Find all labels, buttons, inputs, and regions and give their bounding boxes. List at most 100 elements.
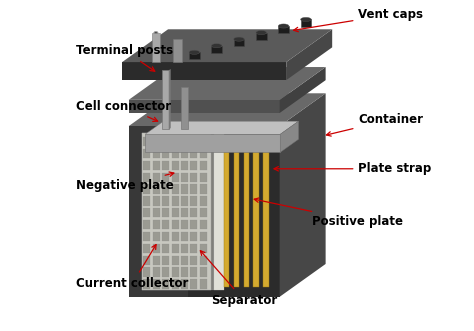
Polygon shape: [181, 87, 189, 129]
Bar: [191, 161, 197, 170]
Bar: [200, 161, 207, 170]
Bar: [162, 208, 169, 217]
Bar: [200, 172, 207, 182]
Bar: [172, 208, 179, 217]
Bar: [162, 184, 169, 194]
Text: Terminal posts: Terminal posts: [76, 44, 173, 71]
Bar: [153, 244, 160, 253]
Bar: [153, 137, 160, 146]
Bar: [162, 279, 169, 289]
Polygon shape: [162, 70, 169, 129]
Bar: [191, 184, 197, 194]
Bar: [153, 208, 160, 217]
Bar: [200, 267, 207, 277]
Bar: [153, 232, 160, 241]
Bar: [181, 161, 188, 170]
Bar: [144, 208, 150, 217]
Bar: [200, 149, 207, 158]
Bar: [181, 137, 188, 146]
Text: Positive plate: Positive plate: [254, 198, 403, 228]
Polygon shape: [145, 134, 280, 152]
Bar: [172, 184, 179, 194]
Polygon shape: [224, 136, 229, 287]
Bar: [162, 196, 169, 206]
Bar: [191, 220, 197, 229]
Bar: [200, 279, 207, 289]
Bar: [144, 137, 150, 146]
Bar: [153, 267, 160, 277]
Bar: [200, 220, 207, 229]
Bar: [172, 196, 179, 206]
Bar: [200, 196, 207, 206]
Bar: [153, 184, 160, 194]
Bar: [200, 256, 207, 265]
Bar: [200, 232, 207, 241]
Bar: [162, 172, 169, 182]
Bar: [181, 196, 188, 206]
Bar: [172, 149, 179, 158]
Bar: [191, 196, 197, 206]
Bar: [144, 196, 150, 206]
Bar: [191, 232, 197, 241]
Bar: [191, 208, 197, 217]
Bar: [144, 220, 150, 229]
Bar: [153, 172, 160, 182]
Bar: [172, 161, 179, 170]
Bar: [191, 256, 197, 265]
Bar: [144, 279, 150, 289]
Ellipse shape: [154, 31, 158, 34]
Bar: [181, 244, 188, 253]
Polygon shape: [142, 133, 211, 290]
Polygon shape: [128, 67, 326, 100]
Polygon shape: [263, 136, 268, 287]
Bar: [144, 244, 150, 253]
Bar: [172, 220, 179, 229]
Polygon shape: [256, 32, 266, 40]
Bar: [181, 267, 188, 277]
Bar: [172, 172, 179, 182]
Bar: [162, 149, 169, 158]
Polygon shape: [122, 29, 332, 62]
Polygon shape: [234, 39, 244, 46]
Polygon shape: [214, 133, 224, 290]
Bar: [172, 232, 179, 241]
Text: Cell connector: Cell connector: [76, 100, 171, 121]
Bar: [191, 149, 197, 158]
Polygon shape: [122, 62, 286, 80]
Bar: [153, 149, 160, 158]
Polygon shape: [286, 29, 332, 80]
Polygon shape: [244, 136, 249, 287]
Polygon shape: [280, 67, 326, 113]
Bar: [200, 244, 207, 253]
Ellipse shape: [278, 24, 289, 28]
Bar: [181, 184, 188, 194]
Bar: [191, 267, 197, 277]
Bar: [162, 267, 169, 277]
Polygon shape: [234, 136, 239, 287]
Polygon shape: [145, 121, 299, 134]
Bar: [200, 184, 207, 194]
Bar: [162, 220, 169, 229]
Polygon shape: [173, 39, 182, 62]
Bar: [172, 267, 179, 277]
Bar: [144, 172, 150, 182]
Bar: [181, 256, 188, 265]
Bar: [172, 256, 179, 265]
Bar: [181, 208, 188, 217]
Bar: [153, 196, 160, 206]
Bar: [172, 137, 179, 146]
Polygon shape: [280, 121, 299, 152]
Bar: [144, 267, 150, 277]
Text: Plate strap: Plate strap: [274, 162, 432, 175]
Bar: [181, 279, 188, 289]
Bar: [191, 279, 197, 289]
Bar: [153, 279, 160, 289]
Bar: [144, 184, 150, 194]
Bar: [153, 220, 160, 229]
Bar: [191, 172, 197, 182]
Polygon shape: [280, 93, 326, 297]
Polygon shape: [189, 52, 200, 60]
Polygon shape: [152, 32, 160, 62]
Bar: [153, 161, 160, 170]
Bar: [181, 149, 188, 158]
